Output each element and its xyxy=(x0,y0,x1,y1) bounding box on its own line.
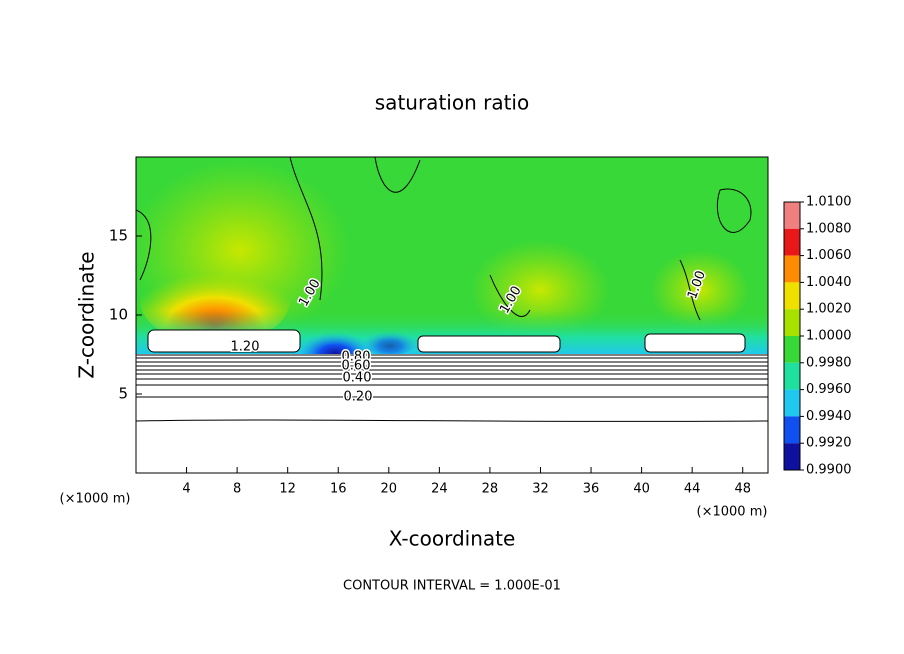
chart-title: saturation ratio xyxy=(375,91,529,115)
colorbar-label: 0.9900 xyxy=(806,463,852,478)
colorbar-band xyxy=(784,389,800,417)
colorbar-band xyxy=(784,362,800,390)
field xyxy=(136,157,768,473)
x-tick-label: 20 xyxy=(381,482,398,497)
x-tick-label: 32 xyxy=(532,482,549,497)
x-tick-label: 40 xyxy=(633,482,650,497)
x-tick-label: 4 xyxy=(182,482,190,497)
colorbar-band xyxy=(784,228,800,256)
colorbar-label: 1.0000 xyxy=(806,329,852,344)
colorbar-label: 1.0060 xyxy=(806,248,852,263)
x-tick-label: 28 xyxy=(482,482,499,497)
x-tick-label: 36 xyxy=(583,482,600,497)
x-tick-label: 8 xyxy=(233,482,241,497)
colorbar-label: 0.9960 xyxy=(806,382,852,397)
contour-label: 1.20 xyxy=(231,340,260,355)
colorbar-label: 0.9920 xyxy=(806,436,852,451)
colorbar-label: 1.0040 xyxy=(806,275,852,290)
x-unit: (×1000 m) xyxy=(60,492,131,507)
colorbar-band xyxy=(784,336,800,363)
y-tick-label: 15 xyxy=(109,227,128,245)
contour-label: 0.20 xyxy=(344,390,373,405)
colorbar-label: 1.0100 xyxy=(806,195,852,210)
colorbar-band xyxy=(784,416,800,444)
x-tick-label: 44 xyxy=(684,482,701,497)
colorbar-band xyxy=(784,309,800,336)
x-unit: (×1000 m) xyxy=(697,505,768,520)
x-tick-label: 16 xyxy=(330,482,347,497)
y-tick-label: 10 xyxy=(109,306,128,324)
footer: CONTOUR INTERVAL = 1.000E-01 xyxy=(343,579,561,594)
colorbar-band xyxy=(784,202,800,229)
colorbar-band xyxy=(784,282,800,310)
contour-label: 0.80 xyxy=(342,350,371,365)
x-tick-label: 48 xyxy=(734,482,751,497)
x-axis-label: X-coordinate xyxy=(389,527,516,551)
contour-label: 0.60 xyxy=(342,359,371,374)
x-tick-label: 24 xyxy=(431,482,448,497)
x-tick-label: 12 xyxy=(279,482,296,497)
colorbar-label: 1.0020 xyxy=(806,302,852,317)
colorbar-band xyxy=(784,443,800,470)
y-axis-label: Z-coordinate xyxy=(75,251,99,378)
colorbar-label: 0.9940 xyxy=(806,409,852,424)
contour-label: 0.40 xyxy=(343,371,372,386)
y-tick-label: 5 xyxy=(118,385,128,403)
colorbar-label: 0.9980 xyxy=(806,355,852,370)
colorbar-label: 1.0080 xyxy=(806,221,852,236)
colorbar-band xyxy=(784,255,800,283)
